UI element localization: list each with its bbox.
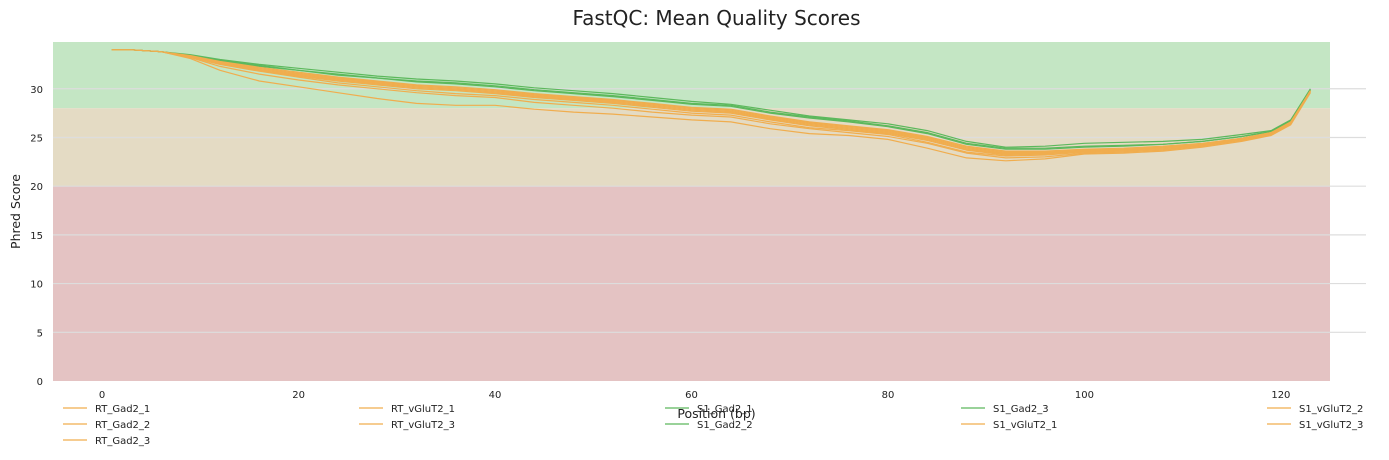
chart-title: FastQC: Mean Quality Scores bbox=[572, 6, 861, 30]
legend-label: RT_Gad2_1 bbox=[95, 404, 150, 415]
y-tick-label: 0 bbox=[37, 377, 43, 388]
x-tick-label: 80 bbox=[882, 390, 895, 401]
series-line bbox=[111, 49, 1311, 152]
series-line bbox=[111, 49, 1311, 150]
quality-zone-0 bbox=[53, 42, 1330, 109]
series-line bbox=[111, 49, 1311, 157]
series-line bbox=[111, 49, 1311, 155]
y-tick-label: 5 bbox=[37, 328, 43, 339]
series-line bbox=[111, 49, 1311, 154]
y-tick-label: 30 bbox=[30, 85, 43, 96]
legend-label: S1_vGluT2_3 bbox=[1299, 420, 1363, 431]
series-line bbox=[111, 49, 1311, 148]
x-tick-label: 40 bbox=[489, 390, 502, 401]
y-tick-label: 20 bbox=[30, 182, 43, 193]
x-tick-label: 0 bbox=[99, 390, 105, 401]
legend-label: S1_Gad2_2 bbox=[697, 420, 753, 431]
legend-label: S1_Gad2_3 bbox=[993, 404, 1049, 415]
series-line bbox=[111, 49, 1311, 159]
legend-label: RT_vGluT2_1 bbox=[391, 404, 455, 415]
legend-label: RT_vGluT2_3 bbox=[391, 420, 455, 431]
y-axis-label: Phred Score bbox=[8, 174, 23, 249]
x-tick-label: 100 bbox=[1075, 390, 1094, 401]
legend-label: RT_Gad2_3 bbox=[95, 436, 150, 447]
x-tick-label: 60 bbox=[685, 390, 698, 401]
legend-label: S1_vGluT2_1 bbox=[993, 420, 1057, 431]
quality-zone-1 bbox=[53, 108, 1330, 187]
x-tick-label: 20 bbox=[292, 390, 305, 401]
y-tick-label: 15 bbox=[30, 231, 43, 242]
legend-label: S1_Gad2_1 bbox=[697, 404, 753, 415]
series-line bbox=[111, 49, 1311, 162]
legend-label: RT_Gad2_2 bbox=[95, 420, 150, 431]
x-tick-label: 120 bbox=[1271, 390, 1290, 401]
x-axis-label: Position (bp) bbox=[677, 406, 755, 421]
y-tick-label: 10 bbox=[30, 280, 43, 291]
y-tick-label: 25 bbox=[30, 133, 43, 144]
legend-label: S1_vGluT2_2 bbox=[1299, 404, 1363, 415]
